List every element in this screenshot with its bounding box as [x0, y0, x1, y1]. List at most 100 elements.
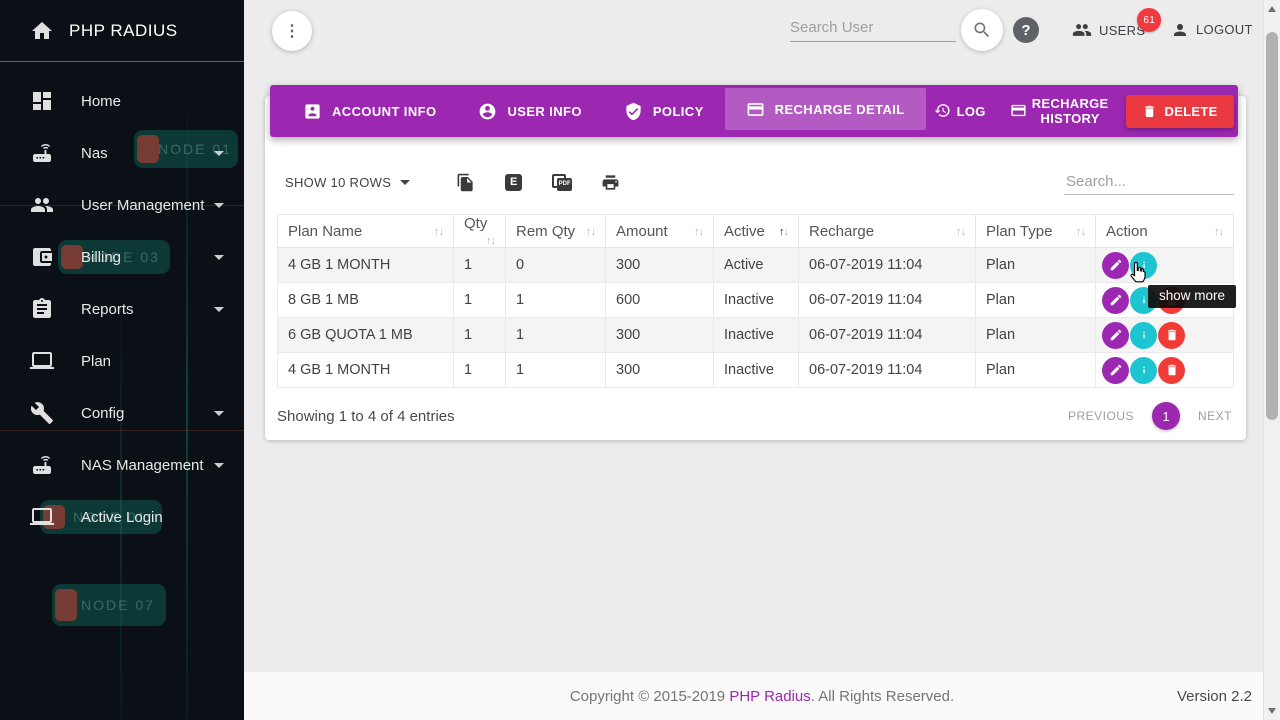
app-title: PHP RADIUS	[69, 20, 178, 40]
logout-button[interactable]: LOGOUT	[1171, 20, 1253, 38]
show-more-tooltip: show more	[1148, 285, 1237, 308]
show-rows-dropdown[interactable]: SHOW 10 ROWS	[277, 169, 418, 196]
recharge-history-button[interactable]: RECHARGE HISTORY	[1002, 90, 1118, 132]
account-box-icon	[303, 102, 322, 121]
chevron-down-icon	[214, 462, 224, 468]
column-header-rem-qty[interactable]: Rem Qty ↑↓	[505, 214, 606, 248]
sidebar-item-billing[interactable]: Billing	[0, 231, 244, 283]
sidebar-item-nas[interactable]: Nas	[0, 127, 244, 179]
page-number-button[interactable]: 1	[1151, 402, 1180, 430]
column-header-action[interactable]: Action ↑↓	[1095, 214, 1234, 248]
laptop-icon	[30, 505, 54, 529]
question-mark-icon: ?	[1021, 21, 1031, 39]
excel-export-icon[interactable]: E	[504, 173, 523, 192]
background-node-pill: NODE 03	[58, 240, 170, 274]
footer-brand-link[interactable]: PHP Radius	[729, 687, 811, 705]
version-label: Version 2.2	[1176, 687, 1252, 705]
people-icon	[1072, 20, 1092, 40]
scrollbar-up-arrow[interactable]	[1268, 6, 1276, 12]
tab-account-info[interactable]: ACCOUNT INFO	[282, 85, 457, 137]
router-icon	[30, 453, 54, 477]
credit-card-icon	[746, 100, 765, 119]
table-search-input[interactable]	[1064, 169, 1234, 195]
pdf-export-icon[interactable]: PDF	[552, 173, 573, 192]
trash-icon	[1165, 328, 1179, 342]
edit-row-button[interactable]	[1102, 356, 1129, 384]
sort-arrows-icon: ↑↓	[1214, 225, 1224, 238]
info-icon	[1137, 258, 1151, 272]
users-button[interactable]: USERS 61	[1072, 8, 1162, 40]
show-more-button[interactable]	[1130, 251, 1157, 279]
tab-policy[interactable]: POLICY	[603, 85, 725, 137]
sidebar-item-config[interactable]: Config	[0, 387, 244, 439]
sidebar-item-user-management[interactable]: User Management	[0, 179, 244, 231]
column-header-active[interactable]: Active ↑↓	[713, 214, 799, 248]
trash-icon	[1165, 363, 1179, 377]
background-node-pill: NODE 07	[52, 584, 166, 626]
table-header-row: Plan Name ↑↓ Qty ↑↓ Rem Qty ↑↓ Amount ↑↓ Act…	[277, 214, 1234, 248]
tab-recharge-detail[interactable]: RECHARGE DETAIL	[724, 88, 926, 130]
column-header-recharge[interactable]: Recharge ↑↓	[798, 214, 976, 248]
delete-button[interactable]: DELETE	[1125, 94, 1234, 128]
chevron-down-icon	[214, 202, 224, 208]
info-icon	[1137, 293, 1151, 307]
background-line	[120, 300, 122, 720]
search-button[interactable]	[961, 9, 1003, 51]
scrollbar-down-arrow[interactable]	[1268, 708, 1276, 714]
edit-row-button[interactable]	[1102, 321, 1129, 349]
edit-row-button[interactable]	[1102, 251, 1129, 279]
sort-arrows-icon: ↑↓	[694, 225, 704, 238]
copy-icon[interactable]	[456, 173, 475, 192]
pencil-icon	[1109, 293, 1123, 307]
help-button[interactable]: ?	[1013, 17, 1039, 43]
account-circle-icon	[478, 102, 497, 121]
sidebar-item-active-login[interactable]: Active Login	[0, 491, 244, 543]
kebab-icon: ⋮	[284, 23, 300, 40]
chevron-down-icon	[214, 150, 224, 156]
chevron-down-icon	[400, 179, 411, 185]
search-user-input[interactable]	[790, 14, 956, 42]
sidebar-background: NODE 01 NODE 03 NODE 01 NODE 07	[0, 0, 244, 720]
dashboard-icon	[30, 89, 54, 113]
column-header-amount[interactable]: Amount ↑↓	[605, 214, 714, 248]
people-icon	[30, 193, 54, 217]
main-area: ⋮ ? USERS 61 LOGOUT SHOW 10 ROWS	[244, 0, 1280, 720]
table-body: 4 GB 1 MONTH 1 0 300 Active 06-07-2019 1…	[277, 247, 1234, 388]
previous-button[interactable]: PREVIOUS	[1067, 409, 1134, 423]
scrollbar-thumb[interactable]	[1266, 32, 1278, 420]
sidebar-item-nas-management[interactable]: NAS Management	[0, 439, 244, 491]
users-count-badge: 61	[1137, 8, 1162, 32]
edit-row-button[interactable]	[1102, 286, 1129, 314]
tab-user-info[interactable]: USER INFO	[457, 85, 602, 137]
column-header-plan-type[interactable]: Plan Type ↑↓	[975, 214, 1096, 248]
credit-card-icon	[1010, 102, 1027, 121]
sort-arrows-icon: ↑↓	[434, 225, 444, 238]
background-line	[186, 90, 188, 720]
column-header-qty[interactable]: Qty ↑↓	[453, 214, 506, 248]
scrollbar[interactable]	[1263, 0, 1280, 720]
laptop-icon	[30, 349, 54, 373]
clipboard-icon	[30, 297, 54, 321]
content-card: SHOW 10 ROWS E PDF Plan	[265, 96, 1246, 440]
next-button[interactable]: NEXT	[1197, 409, 1232, 423]
wallet-icon	[30, 245, 54, 269]
sidebar-item-reports[interactable]: Reports	[0, 283, 244, 335]
show-more-button[interactable]	[1130, 321, 1157, 349]
sort-arrows-icon: ↑↓	[486, 235, 496, 247]
entries-summary: Showing 1 to 4 of 4 entries	[277, 407, 455, 425]
history-icon	[934, 102, 953, 121]
sidebar-item-home[interactable]: Home	[0, 75, 244, 127]
print-icon[interactable]	[601, 173, 620, 192]
app-logo[interactable]: PHP RADIUS	[0, 0, 244, 62]
log-button[interactable]: LOG	[926, 96, 994, 127]
menu-kebab-button[interactable]: ⋮	[272, 11, 312, 51]
chevron-down-icon	[214, 306, 224, 312]
background-line	[0, 430, 244, 431]
delete-row-button[interactable]	[1158, 356, 1185, 384]
show-more-button[interactable]	[1130, 356, 1157, 384]
sidebar-item-plan[interactable]: Plan	[0, 335, 244, 387]
pencil-icon	[1109, 363, 1123, 377]
delete-row-button[interactable]	[1158, 321, 1185, 349]
column-header-plan-name[interactable]: Plan Name ↑↓	[277, 214, 454, 248]
